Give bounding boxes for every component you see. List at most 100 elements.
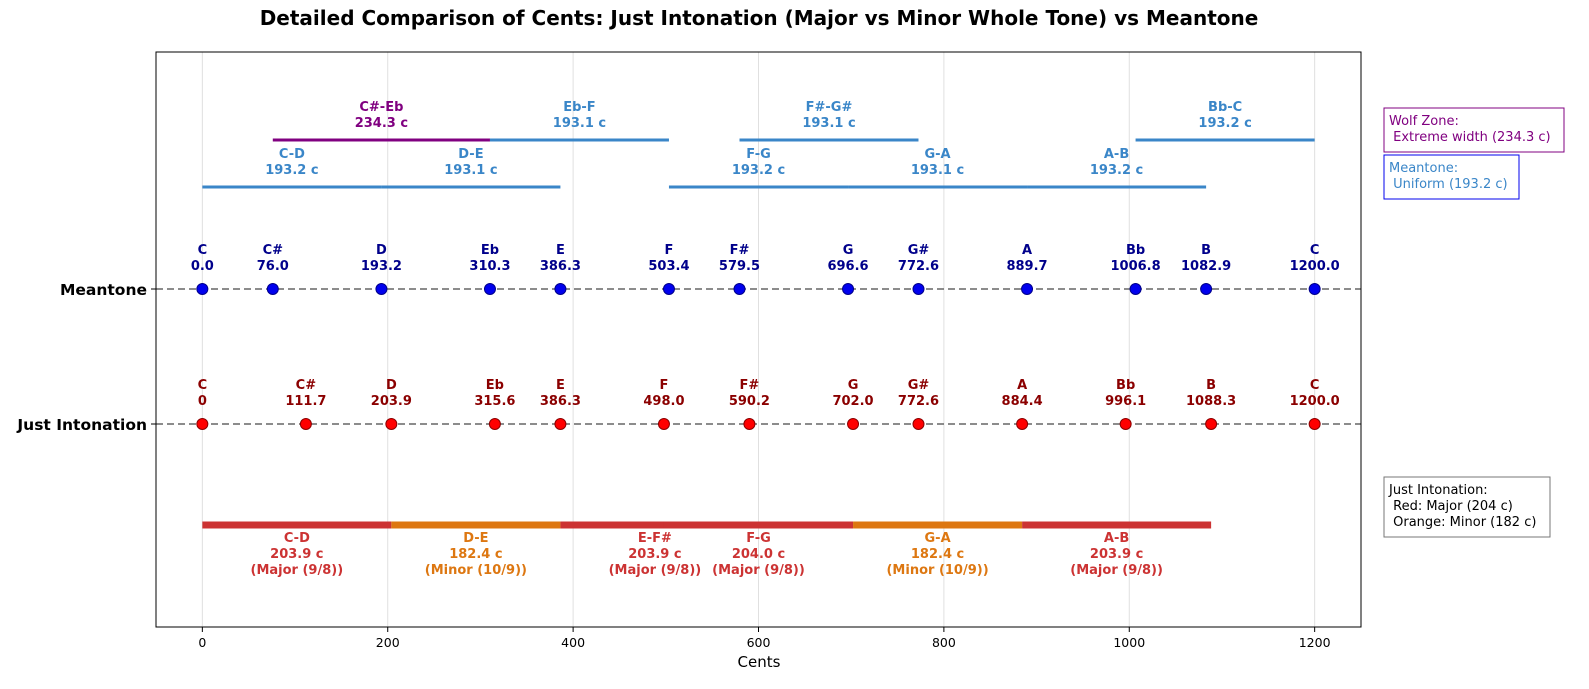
chart-title: Detailed Comparison of Cents: Just Inton…	[260, 6, 1259, 30]
ji-interval-ratio: (Major (9/8))	[251, 563, 344, 578]
x-tick-label: 400	[561, 635, 585, 650]
meantone-interval-name: Bb-C	[1208, 100, 1242, 115]
meantone-note-name: E	[556, 243, 565, 258]
meantone-note-cents: 0.0	[191, 259, 214, 274]
ji-note-point	[743, 418, 756, 430]
meantone-note-cents: 386.3	[540, 259, 581, 274]
meantone-note-name: B	[1201, 243, 1211, 258]
ji-note-point	[385, 418, 398, 430]
meantone-note-name: Bb	[1126, 243, 1145, 258]
meantone-note-name: F#	[730, 243, 750, 258]
y-axis-labels: Meantone Just Intonation	[16, 281, 156, 434]
ji-interval-size: 204.0 c	[732, 547, 785, 562]
meantone-note-point	[375, 283, 388, 295]
ji-interval-ratio: (Minor (10/9))	[425, 563, 527, 578]
row-baselines	[156, 288, 1361, 425]
x-tick-label: 600	[747, 635, 771, 650]
x-tick-label: 1200	[1299, 635, 1331, 650]
meantone-note-point	[266, 283, 279, 295]
meantone-interval-size: 193.1 c	[553, 116, 606, 131]
meantone-interval-name: Eb-F	[563, 100, 595, 115]
ji-interval-ratio: (Major (9/8))	[1070, 563, 1163, 578]
meantone-interval-size: 193.2 c	[1090, 163, 1143, 178]
meantone-note-name: C	[198, 243, 208, 258]
ji-note-point	[1205, 418, 1218, 430]
ji-interval-ratio: (Major (9/8))	[712, 563, 805, 578]
meantone-interval-name: G-A	[924, 147, 950, 162]
meantone-interval-size: 193.1 c	[911, 163, 964, 178]
meantone-note-cents: 76.0	[257, 259, 289, 274]
meantone-interval-name: C#-Eb	[359, 100, 403, 115]
ji-note-point	[912, 418, 925, 430]
ji-note-cents: 702.0	[832, 394, 873, 409]
meantone-interval-name: C-D	[279, 147, 305, 162]
meantone-note-name: A	[1022, 243, 1032, 258]
ji-note-name: G	[848, 378, 859, 393]
meantone-note-point	[1129, 283, 1142, 295]
ji-note-point	[1119, 418, 1132, 430]
x-axis: 0 200 400 600 800 1000 1200	[198, 627, 1331, 650]
meantone-interval-name: D-E	[458, 147, 483, 162]
ji-interval-size: 203.9 c	[1090, 547, 1143, 562]
ji-note-point	[1016, 418, 1029, 430]
meantone-note-point	[196, 283, 209, 295]
ji-note-cents: 1088.3	[1186, 394, 1236, 409]
ji-note-name: E	[556, 378, 565, 393]
row-label-meantone: Meantone	[60, 281, 147, 299]
ji-note-cents: 1200.0	[1290, 394, 1340, 409]
meantone-note-cents: 1082.9	[1181, 259, 1231, 274]
ji-interval-name: E-F#	[638, 531, 672, 546]
ji-interval-size: 182.4 c	[449, 547, 502, 562]
legend-just-intonation-box	[1383, 476, 1551, 538]
meantone-interval-name: A-B	[1104, 147, 1129, 162]
meantone-interval-size: 234.3 c	[355, 116, 408, 131]
ji-interval-name: F-G	[746, 531, 771, 546]
ji-interval-name: D-E	[463, 531, 488, 546]
meantone-note-point	[1308, 283, 1321, 295]
meantone-note-name: F	[665, 243, 674, 258]
legend-wolf-zone-text: Extreme width (234.3 c)	[1389, 130, 1551, 145]
ji-interval-name: A-B	[1104, 531, 1129, 546]
meantone-note-cents: 772.6	[898, 259, 939, 274]
x-tick-label: 200	[376, 635, 400, 650]
x-axis-label: Cents	[738, 653, 781, 671]
legend-wolf-zone-text: Wolf Zone:	[1389, 114, 1459, 129]
x-tick-label: 0	[198, 635, 206, 650]
ji-note-name: C	[1310, 378, 1320, 393]
ji-note-point	[657, 418, 670, 430]
meantone-note-cents: 1006.8	[1110, 259, 1160, 274]
ji-note-cents: 203.9	[371, 394, 412, 409]
ji-note-point	[299, 418, 312, 430]
ji-interval-name: G-A	[925, 531, 951, 546]
ji-note-point	[488, 418, 501, 430]
meantone-note-point	[733, 283, 746, 295]
meantone-note-name: G	[843, 243, 854, 258]
meantone-note-name: G#	[908, 243, 930, 258]
note-labels: C0.0C#76.0D193.2Eb310.3E386.3F503.4F#579…	[191, 243, 1340, 409]
legend-just-intonation-text: Just Intonation:	[1388, 483, 1488, 498]
ji-note-name: C	[198, 378, 208, 393]
ji-note-cents: 498.0	[643, 394, 684, 409]
legend-boxes: Wolf Zone: Extreme width (234.3 c) Meanto…	[1383, 107, 1565, 538]
meantone-note-cents: 193.2	[361, 259, 402, 274]
meantone-interval-size: 193.1 c	[444, 163, 497, 178]
meantone-interval-size: 193.2 c	[265, 163, 318, 178]
row-label-just-intonation: Just Intonation	[16, 416, 147, 434]
ji-note-point	[1308, 418, 1321, 430]
legend-meantone-box	[1383, 154, 1520, 200]
legend-wolf-zone-box	[1383, 107, 1565, 153]
ji-note-cents: 386.3	[540, 394, 581, 409]
meantone-interval-size: 193.2 c	[1198, 116, 1251, 131]
ji-note-name: F#	[740, 378, 760, 393]
meantone-note-cents: 1200.0	[1290, 259, 1340, 274]
ji-note-name: G#	[908, 378, 930, 393]
ji-note-cents: 884.4	[1002, 394, 1043, 409]
meantone-note-point	[483, 283, 496, 295]
meantone-note-point	[1021, 283, 1034, 295]
legend-meantone-text: Meantone:	[1389, 161, 1458, 176]
meantone-interval-size: 193.2 c	[732, 163, 785, 178]
ji-interval-name: C-D	[284, 531, 310, 546]
meantone-note-name: D	[376, 243, 387, 258]
meantone-note-point	[1200, 283, 1213, 295]
